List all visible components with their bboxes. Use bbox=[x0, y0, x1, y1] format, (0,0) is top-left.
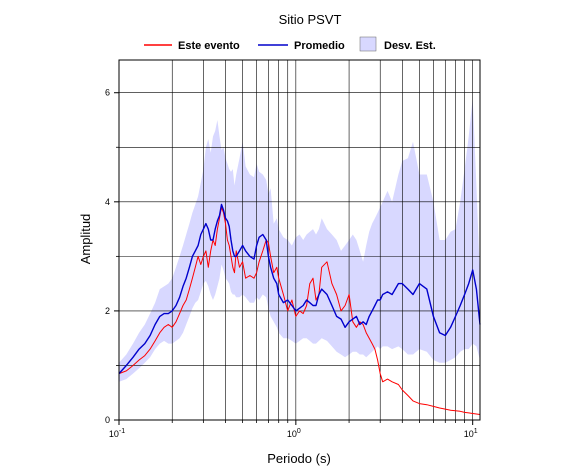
y-tick-label: 0 bbox=[105, 415, 110, 425]
x-tick-label: 10-1 bbox=[109, 428, 125, 439]
plot-area bbox=[118, 59, 481, 421]
legend: Este evento Promedio Desv. Est. bbox=[144, 36, 436, 52]
y-axis-label: Amplitud bbox=[78, 214, 93, 265]
x-axis-label: Periodo (s) bbox=[267, 451, 331, 466]
x-axis: 10-1 100 101 bbox=[109, 420, 478, 439]
x-tick-label: 101 bbox=[464, 428, 478, 439]
series-promedio-line bbox=[118, 203, 481, 375]
series-este-evento-line bbox=[118, 206, 481, 415]
chart-title: Sitio PSVT bbox=[279, 12, 342, 27]
series-desv-est-band bbox=[119, 98, 480, 382]
plot-frame bbox=[118, 59, 481, 421]
legend-label-desv-est: Desv. Est. bbox=[384, 40, 436, 52]
y-axis: 0 2 4 6 bbox=[105, 88, 119, 425]
x-tick-label: 100 bbox=[287, 428, 301, 439]
grid bbox=[119, 60, 480, 420]
legend-label-promedio: Promedio bbox=[294, 40, 345, 52]
y-tick-label: 4 bbox=[105, 197, 110, 207]
legend-swatch-desv-est bbox=[359, 36, 377, 52]
legend-label-este-evento: Este evento bbox=[178, 40, 240, 52]
y-tick-label: 6 bbox=[105, 88, 110, 98]
y-tick-label: 2 bbox=[105, 306, 110, 316]
